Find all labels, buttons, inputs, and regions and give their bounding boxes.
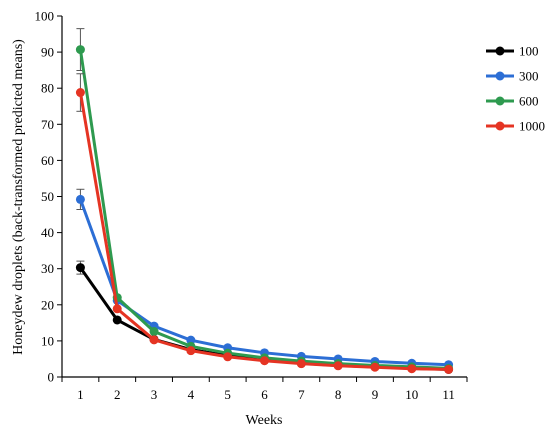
legend-marker (495, 71, 505, 81)
y-tick-label: 20 (41, 297, 54, 312)
data-point (370, 362, 380, 372)
y-tick-label: 50 (41, 189, 54, 204)
series-line (78, 198, 449, 367)
y-tick-label: 100 (35, 9, 55, 24)
x-tick-label: 9 (372, 387, 379, 402)
y-tick-label: 90 (41, 45, 54, 60)
series-group (75, 28, 454, 374)
series-300 (75, 188, 454, 370)
series-1000 (75, 73, 454, 374)
x-tick-label: 10 (405, 387, 418, 402)
data-point (112, 304, 122, 314)
legend-marker (495, 96, 505, 106)
series-line (78, 49, 449, 370)
data-point (444, 364, 454, 374)
legend-item-600: 600 (486, 94, 539, 109)
data-point (149, 335, 159, 345)
legend-label: 300 (519, 69, 539, 84)
y-tick-label: 10 (41, 333, 54, 348)
y-tick-label: 60 (41, 153, 54, 168)
y-axis: 0 10 20 30 40 50 60 70 80 90 100 (35, 9, 63, 385)
legend-label: 600 (519, 94, 539, 109)
data-point (296, 359, 306, 369)
x-tick-label: 11 (442, 387, 455, 402)
data-point (75, 263, 85, 273)
y-tick-label: 80 (41, 81, 54, 96)
series-line (78, 92, 449, 371)
y-tick-label: 40 (41, 225, 54, 240)
legend: 100 300 600 1000 (486, 44, 545, 134)
legend-marker (495, 46, 505, 56)
y-axis-title: Honeydew droplets (back-transformed pred… (11, 39, 26, 355)
x-tick-label: 6 (261, 387, 268, 402)
legend-marker (495, 121, 505, 131)
legend-label: 100 (519, 44, 539, 59)
data-point (223, 352, 233, 362)
y-tick-label: 30 (41, 261, 54, 276)
x-tick-label: 7 (298, 387, 305, 402)
data-point (75, 88, 85, 98)
data-point (75, 45, 85, 55)
x-axis-title: Weeks (246, 413, 283, 428)
data-point (407, 364, 417, 374)
y-tick-label: 70 (41, 117, 54, 132)
data-point (149, 327, 159, 337)
x-tick-label: 5 (224, 387, 231, 402)
data-point (333, 361, 343, 371)
data-point (260, 356, 269, 366)
data-point (186, 346, 196, 356)
legend-item-300: 300 (486, 69, 539, 84)
legend-label: 1000 (519, 119, 545, 134)
legend-item-1000: 1000 (486, 119, 545, 134)
data-point (75, 194, 85, 204)
data-point (112, 315, 122, 325)
x-tick-label: 8 (335, 387, 342, 402)
y-tick-label: 0 (48, 370, 55, 385)
x-tick-label: 3 (151, 387, 158, 402)
x-tick-label: 1 (77, 387, 84, 402)
x-tick-label: 2 (114, 387, 121, 402)
x-tick-label: 4 (188, 387, 195, 402)
legend-item-100: 100 (486, 44, 539, 59)
x-axis: 1 2 3 4 5 6 7 8 9 10 11 (61, 376, 468, 402)
